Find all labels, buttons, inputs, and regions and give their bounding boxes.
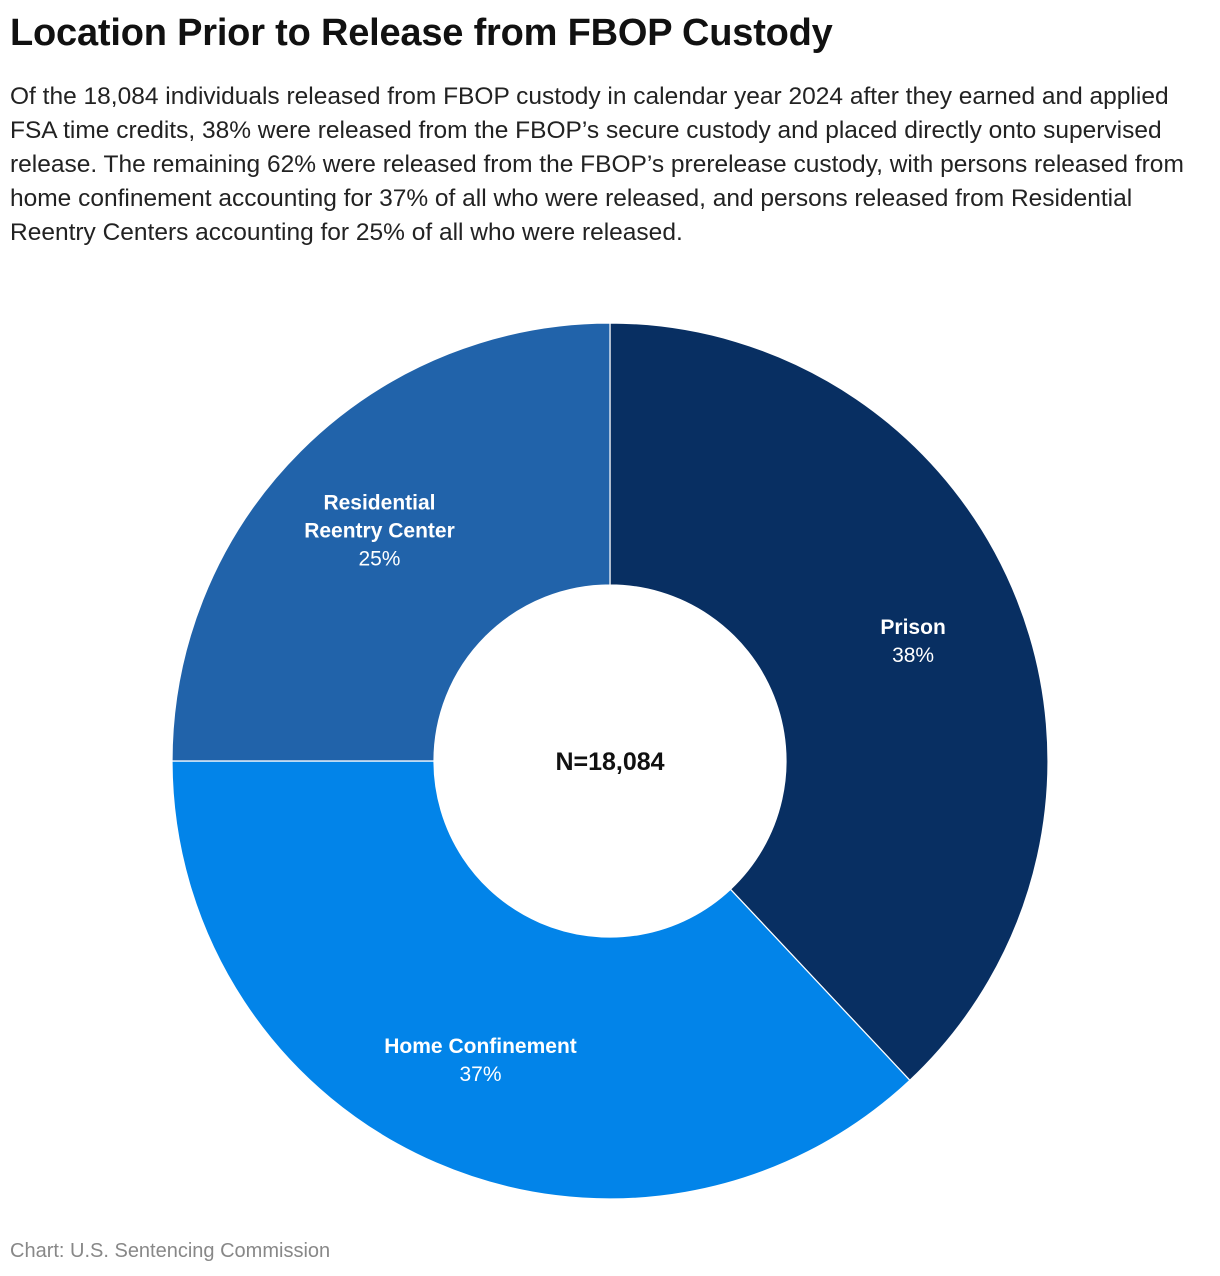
slice-value-home-confinement: 37% [460, 1063, 502, 1086]
center-total-label: N=18,084 [555, 748, 664, 776]
slice-name-prison: Prison [880, 616, 945, 639]
slice-label-home-confinement: Home Confinement 37% [384, 1035, 577, 1086]
chart-subtitle: Of the 18,084 individuals released from … [10, 83, 1184, 246]
slice-name-residential-reentry-center: Reentry Center [304, 519, 455, 542]
slice-value-residential-reentry-center: 25% [358, 547, 400, 570]
slice-label-residential-reentry-center: Residential Reentry Center 25% [304, 491, 455, 570]
slice-name-home-confinement: Home Confinement [384, 1035, 577, 1058]
donut-labels: Prison 38%Home Confinement 37%Residential R… [304, 491, 946, 1086]
slice-label-prison: Prison 38% [880, 616, 945, 667]
slice-value-prison: 38% [892, 644, 934, 667]
chart-source: Chart: U.S. Sentencing Commission [10, 1240, 331, 1262]
slice-residential-reentry-center [171, 322, 611, 762]
slice-prison [609, 322, 1049, 1082]
chart-title: Location Prior to Release from FBOP Cust… [10, 12, 833, 54]
slice-home-confinement [171, 760, 911, 1200]
slice-name-residential-reentry-center: Residential [323, 491, 435, 514]
donut-slices [171, 322, 1049, 1200]
